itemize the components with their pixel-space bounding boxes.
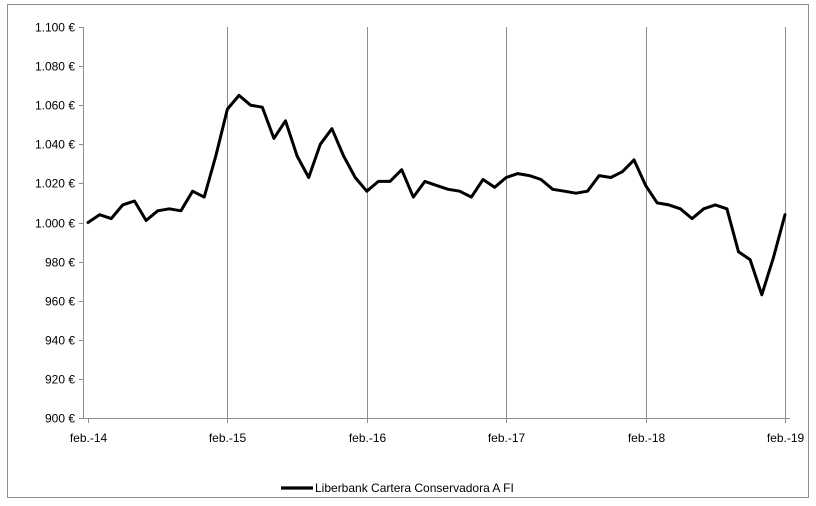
y-tick-label: 1.000 €: [35, 217, 75, 231]
y-tick-label: 1.020 €: [35, 177, 75, 191]
x-tick-label: feb.-14: [70, 431, 108, 445]
x-tick-label: feb.-19: [767, 431, 805, 445]
y-tick-label: 900 €: [45, 412, 75, 426]
x-tick-label: feb.-16: [349, 431, 387, 445]
legend: Liberbank Cartera Conservadora A FI: [281, 481, 514, 495]
legend-label: Liberbank Cartera Conservadora A FI: [315, 481, 514, 495]
x-axis-ticks: feb.-14 feb.-15 feb.-16 feb.-17 feb.-18 feb.-…: [70, 418, 805, 445]
y-tick-label: 920 €: [45, 373, 75, 387]
y-tick-label: 940 €: [45, 334, 75, 348]
chart-frame: [7, 4, 809, 498]
x-tick-label: feb.-17: [488, 431, 526, 445]
y-tick-label: 1.100 €: [35, 21, 75, 35]
gridlines: [227, 27, 786, 418]
series-layer: [86, 93, 787, 297]
x-tick-label: feb.-15: [209, 431, 247, 445]
series-line: [86, 93, 787, 297]
x-tick-label: feb.-18: [628, 431, 666, 445]
y-tick-label: 1.080 €: [35, 60, 75, 74]
axes: [83, 27, 790, 419]
y-axis-ticks: 900 € 920 € 940 € 960 € 980 € 1.000 € 1.020 € 1…: [35, 21, 83, 426]
y-tick-label: 1.040 €: [35, 138, 75, 152]
y-tick-label: 960 €: [45, 295, 75, 309]
y-tick-label: 980 €: [45, 256, 75, 270]
y-tick-label: 1.060 €: [35, 99, 75, 113]
